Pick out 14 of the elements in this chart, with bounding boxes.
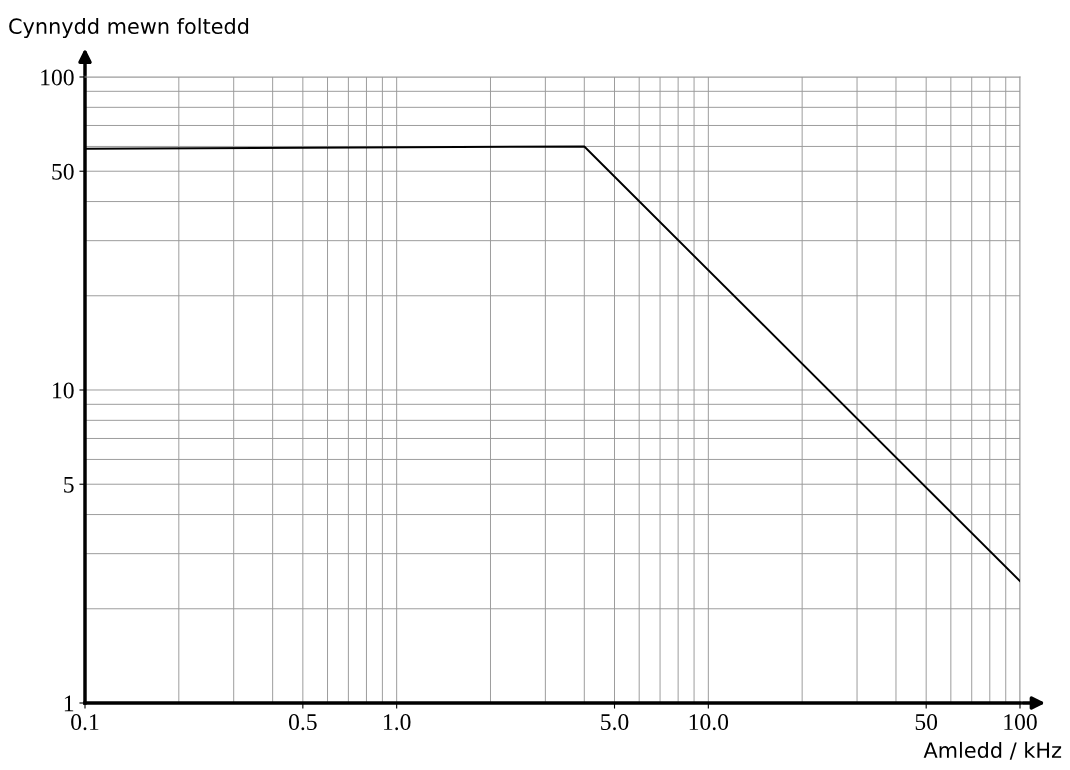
y-tick-label: 100 bbox=[41, 69, 74, 86]
y-tick-label: 50 bbox=[52, 163, 74, 180]
y-tick-label: 1 bbox=[64, 695, 74, 712]
x-tick-label: 1.0 bbox=[383, 714, 411, 731]
x-tick-label: 0.5 bbox=[288, 714, 317, 731]
y-tick-label: 10 bbox=[53, 382, 74, 399]
x-tick-label: 10.0 bbox=[689, 714, 729, 731]
y-axis-title: Cynnydd mewn foltedd bbox=[9, 17, 249, 39]
x-tick-label: 0.1 bbox=[71, 714, 99, 731]
x-tick-label: 50 bbox=[915, 714, 938, 731]
x-axis-title: Amledd / kHz bbox=[923, 741, 1062, 760]
x-tick-label: 5.0 bbox=[601, 714, 629, 731]
x-tick-label: 100 bbox=[1004, 714, 1037, 731]
y-tick-label: 5 bbox=[64, 476, 74, 493]
